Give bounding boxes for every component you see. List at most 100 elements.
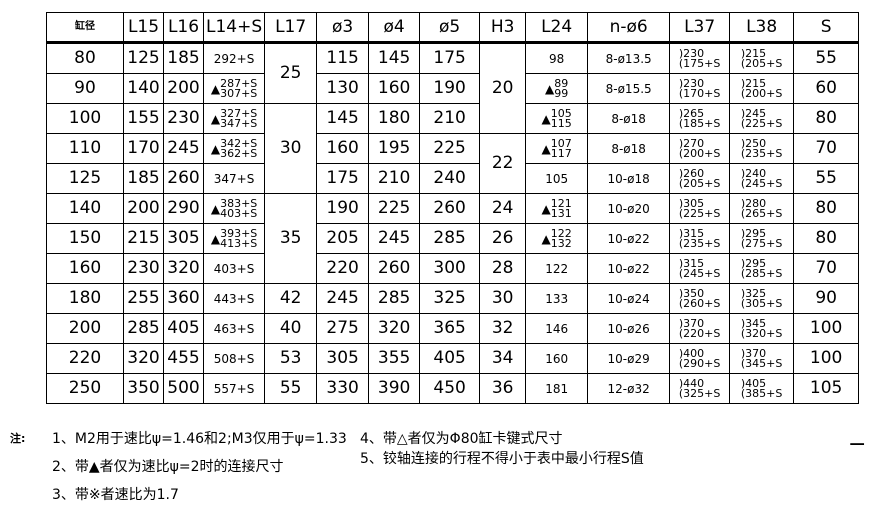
l38-cell-top: )280 [740,196,767,210]
l24-cell: ▲ 107 117 [525,133,589,164]
header-cell: n-ø6 [587,12,671,44]
l24-cell: 105 [525,163,589,194]
bore-cell: 125 [46,163,124,194]
header-row: 缸径 L15 L16 L14+S L17 ø3 ø4 ø5 H3 L24 n-ø… [46,12,860,44]
l38-cell-stack: )245 (225+S [741,108,783,129]
l16-cell: 290 [163,193,204,224]
l24-cell-bottom: 99 [554,86,569,100]
l14s-cell-stack: 383+S 403+S [220,198,258,220]
bore-cell: 160 [46,253,124,284]
l38-cell-top: )250 [740,136,767,150]
l38-cell: )295 (275+S [729,223,795,254]
l38-cell-stack: )345 (320+S [741,318,783,339]
phi3-cell: 145 [316,103,370,134]
l37-cell: )440 (325+S [669,373,731,404]
l37-cell-stack: )400 (290+S [679,348,721,369]
l38-cell-bottom: (345+S [740,356,783,370]
l14s-cell: ▲ 342+S 362+S [202,133,266,164]
phi5-cell: 365 [419,313,481,344]
l16-cell: 200 [163,73,204,104]
l14s-cell-bottom: 307+S [220,86,258,100]
l37-cell-bottom: (325+S [678,386,721,400]
l14s-cell-value: 443+S [213,292,255,306]
l37-cell-bottom: (185+S [678,116,721,130]
header-cell: L16 [163,12,204,44]
l37-cell-top: )230 [678,76,705,90]
l14s-cell-stack: 342+S 362+S [220,138,257,159]
l24-cell-stack: 89 99 [554,76,569,100]
l16-cell: 455 [163,343,204,374]
l14s-cell-top: 393+S [220,226,258,240]
l37-cell: )230 (170+S [669,73,731,104]
l38-cell-top: )370 [740,346,767,360]
phi3-cell: 245 [316,283,370,314]
n-phi6-value: 8-ø18 [611,112,646,126]
l24-cell: ▲ 105 115 [525,103,589,134]
l38-cell: )215 (205+S [729,42,795,74]
phi4-cell: 285 [368,283,421,314]
l38-cell-bottom: (245+S [740,176,783,190]
l14s-cell-value: 508+S [213,352,255,366]
n-phi6-value: 8-ø15.5 [605,82,652,96]
n-phi6-value: 10-ø20 [607,202,650,216]
l38-cell-stack: )215 (200+S [740,76,783,99]
table-row: 200 285 405 463+S 40 275 320 365 32 146 10-ø26)370… [46,313,860,344]
phi5-cell: 240 [419,163,481,194]
l14s-cell-value: 403+S [213,262,255,276]
l24-cell: ▲ 122 132 [525,223,589,254]
table-row: 100 155 230 ▲ 327+S 347+S 30 145 180 210 ▲ 105 115 8-… [46,103,860,194]
n-phi6-value: 12-ø32 [607,382,650,396]
l16-cell: 360 [163,283,204,314]
n-phi6-cell: 10-ø22 [587,223,671,254]
n-phi6-value: 10-ø22 [607,262,650,276]
l38-cell-top: )215 [740,76,767,90]
l17-cell: 55 [264,373,318,404]
l16-cell: 185 [163,42,204,74]
header-cell: ø3 [316,12,370,44]
l38-cell-stack: )405 (385+S [741,378,783,399]
h3-cell: 26 [479,223,527,254]
l14s-cell: 508+S [202,343,266,374]
l24-cell-stack: 105 115 [551,108,572,129]
l38-cell-stack: )250 (235+S [740,136,783,159]
bore-cell: 220 [46,343,124,374]
header-cell: S [793,12,860,44]
l38-cell: )240 (245+S [729,163,795,194]
l24-cell-top: 89 [554,76,569,90]
phi4-cell: 145 [368,42,421,74]
s-cell: 70 [793,253,860,284]
l37-cell-top: )350 [678,286,705,300]
l15-cell: 350 [123,373,164,404]
phi4-cell: 160 [368,73,421,104]
l38-cell-stack: )325 (305+S [740,286,783,309]
header-cell: L17 [264,12,318,44]
l14s-cell: ▲ 383+S 403+S [202,193,266,224]
l37-cell-stack: )440 (325+S [678,378,721,400]
l38-cell-top: )325 [740,286,767,300]
triangle-marker-icon: ▲ [210,201,221,216]
triangle-marker-icon: ▲ [541,111,551,126]
l24-cell-value: 133 [545,292,569,306]
triangle-marker-icon: ▲ [210,81,221,96]
l14s-cell: ▲ 327+S 347+S [202,103,266,134]
l17-cell: 53 [264,343,318,374]
l38-cell-stack: )370 (345+S [740,346,783,370]
l16-cell: 500 [163,373,204,404]
note-item: 2、带▲者仅为速比ψ=2时的连接尺寸 [52,459,284,475]
header-cell: L15 [123,12,164,44]
l24-cell-top: 107 [550,136,572,150]
l15-cell: 215 [123,223,164,254]
note-item: 1、M2用于速比ψ=1.46和2;M3仅用于ψ=1.33 [52,431,347,447]
l24-cell-top: 121 [550,196,572,210]
l14s-cell-bottom: 403+S [220,206,258,220]
l24-cell: ▲ 89 99 [525,73,589,104]
phi5-cell: 210 [419,103,481,134]
phi3-cell: 220 [316,253,370,284]
n-phi6-cell: 8-ø13.5 [587,42,671,74]
l37-cell-stack: )305 (225+S [679,198,721,219]
s-cell: 90 [793,283,860,314]
triangle-marker-icon: ▲ [541,201,551,216]
l38-cell: )295 (285+S [729,253,795,284]
l38-cell: )345 (320+S [729,313,795,344]
l24-cell-value: 122 [545,262,569,276]
